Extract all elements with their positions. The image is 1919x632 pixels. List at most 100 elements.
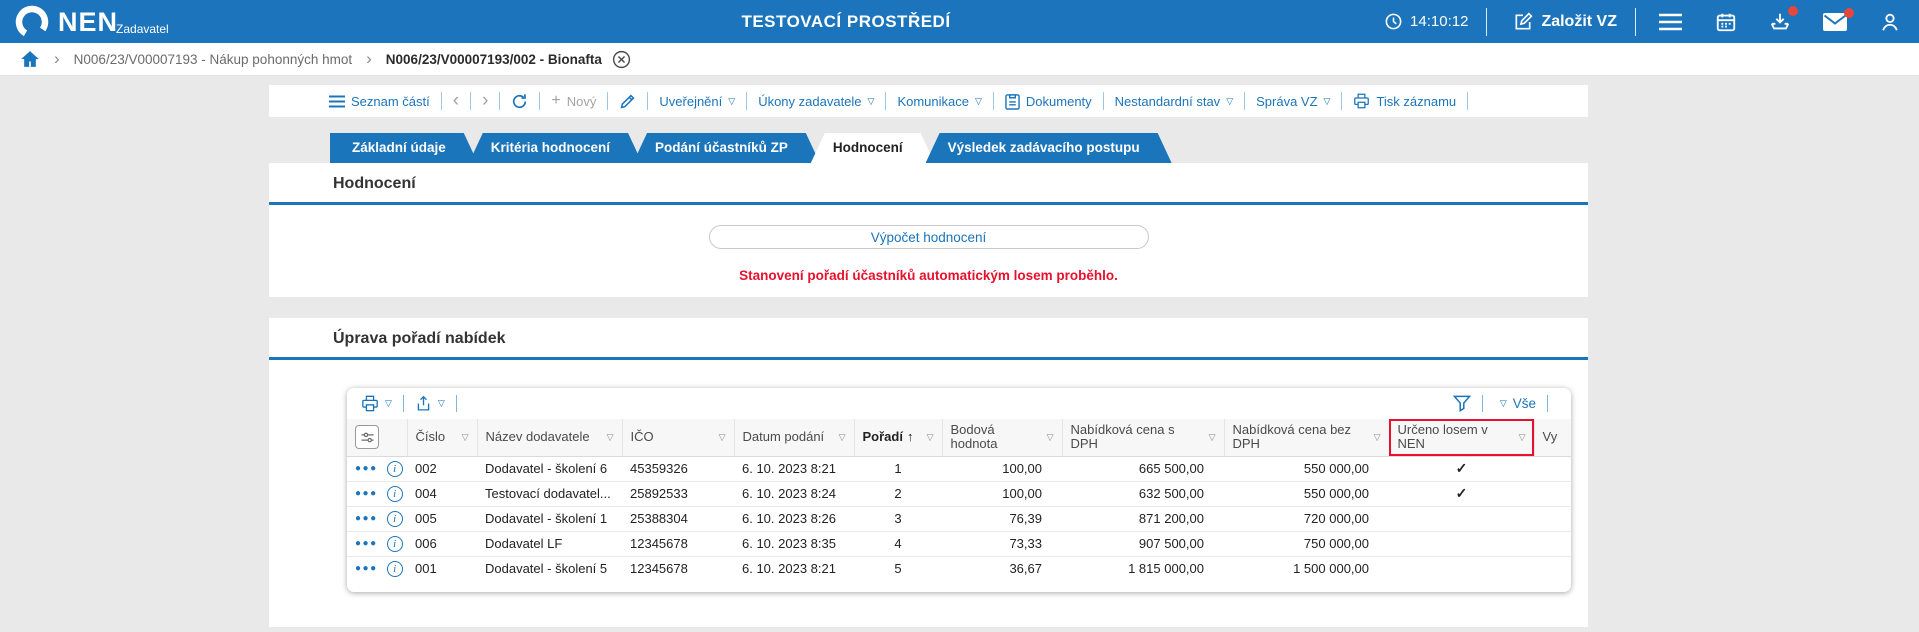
user-profile-button[interactable] — [1879, 11, 1901, 33]
col-header-urceno-losem[interactable]: Určeno losem v NEN ▽ — [1388, 419, 1534, 457]
filter-all-button[interactable]: Vše — [1512, 396, 1536, 411]
messages-button[interactable] — [1823, 7, 1854, 31]
nestandardni-stav-menu[interactable]: Nestandardní stav ▽ — [1115, 94, 1233, 109]
ukony-zadavatele-menu[interactable]: Úkony zadavatele ▽ — [758, 94, 874, 109]
caret-down-icon[interactable]: ▽ — [1046, 432, 1054, 443]
col-header-cena-bez-dph[interactable]: Nabídková cena bez DPH ▽ — [1223, 419, 1389, 457]
offers-grid: ▽ ▽ ▽ Vše — [347, 388, 1571, 592]
next-record-button[interactable]: › — [482, 90, 489, 111]
filter-icon[interactable] — [1452, 395, 1471, 412]
row-menu-icon[interactable]: ●●● — [355, 563, 378, 575]
komunikace-menu[interactable]: Komunikace ▽ — [897, 94, 981, 109]
breadcrumb-item-current[interactable]: N006/23/V00007193/002 - Bionafta — [385, 51, 602, 67]
divider — [885, 92, 887, 110]
sprava-vz-label: Správa VZ — [1256, 93, 1318, 109]
sprava-vz-menu[interactable]: Správa VZ ▽ — [1256, 94, 1330, 109]
inbox-download-button[interactable] — [1769, 5, 1798, 33]
menu-button[interactable] — [1658, 13, 1683, 31]
section-underline — [269, 357, 1588, 360]
close-record-icon[interactable] — [612, 50, 631, 69]
breadcrumb-separator-icon: › — [366, 49, 372, 68]
table-row[interactable]: ●●● i 005 Dodavatel - školení 1 25388304 6.… — [347, 505, 1571, 531]
uverejneni-menu[interactable]: Uveřejnění ▽ — [659, 94, 735, 109]
grid-export-button[interactable] — [415, 395, 432, 412]
row-menu-icon[interactable]: ●●● — [355, 488, 378, 499]
col-header-truncated[interactable]: Vy — [1533, 419, 1571, 457]
col-header-bodova-hodnota[interactable]: Bodová hodnota ▽ — [941, 419, 1062, 457]
table-row[interactable]: ●●● i 006 Dodavatel LF 12345678 6. 10. 2023… — [347, 530, 1571, 556]
divider — [470, 92, 472, 110]
prev-record-button[interactable]: ‹ — [452, 90, 460, 111]
clock-icon — [1384, 12, 1403, 31]
seznam-casti-button[interactable]: Seznam částí — [329, 94, 430, 109]
col-header-cena-s-dph[interactable]: Nabídková cena s DPH ▽ — [1061, 419, 1224, 457]
tab-vysledek[interactable]: Výsledek zadávacího postupu — [926, 133, 1172, 163]
row-menu-icon[interactable]: ●●● — [355, 538, 378, 549]
new-button[interactable]: + Nový — [551, 93, 597, 109]
row-info-icon[interactable]: i — [386, 535, 403, 552]
calendar-button[interactable] — [1715, 11, 1737, 33]
list-icon — [329, 95, 345, 108]
compute-evaluation-button[interactable]: Výpočet hodnocení — [708, 225, 1149, 249]
divider — [1547, 395, 1548, 412]
dokumenty-button[interactable]: Dokumenty — [1005, 93, 1092, 110]
caret-down-icon: ▽ — [1226, 95, 1234, 106]
tab-hodnoceni[interactable]: Hodnocení — [811, 133, 935, 163]
column-settings-icon[interactable] — [355, 425, 379, 450]
home-icon[interactable] — [20, 49, 40, 69]
create-vz-button[interactable]: Založit VZ — [1505, 11, 1617, 32]
row-menu-icon[interactable]: ●●● — [355, 463, 378, 474]
caret-down-icon[interactable]: ▽ — [1373, 432, 1381, 443]
logo-subtitle: Zadavatel — [116, 21, 169, 36]
caret-down-icon[interactable]: ▽ — [926, 432, 934, 443]
row-info-icon[interactable]: i — [386, 460, 403, 477]
refresh-button[interactable] — [511, 93, 528, 110]
grid-toolbar: ▽ ▽ ▽ Vše — [347, 388, 1571, 419]
offers-table: Číslo ▽ Název dodavatele ▽ IČO ▽ Datum podá… — [347, 419, 1571, 581]
row-menu-icon[interactable]: ●●● — [355, 513, 378, 524]
divider — [499, 92, 501, 110]
caret-down-icon[interactable]: ▽ — [606, 432, 614, 443]
breadcrumb: › N006/23/V00007193 - Nákup pohonných hm… — [0, 43, 1919, 76]
grid-print-button[interactable] — [361, 395, 379, 412]
tisk-zaznamu-button[interactable]: Tisk záznamu — [1353, 93, 1456, 109]
table-row[interactable]: ●●● i 002 Dodavatel - školení 6 45359326 6.… — [347, 456, 1571, 481]
edit-record-button[interactable] — [619, 93, 636, 110]
divider — [402, 395, 404, 412]
col-header-nazev-dodavatele[interactable]: Název dodavatele ▽ — [476, 419, 622, 457]
seznam-casti-label: Seznam částí — [351, 93, 430, 109]
caret-down-icon[interactable]: ▽ — [838, 432, 846, 443]
breadcrumb-item-parent[interactable]: N006/23/V00007193 - Nákup pohonných hmot — [73, 51, 353, 67]
nen-logo[interactable]: NEN Zadavatel — [0, 4, 169, 40]
col-header-poradi[interactable]: Pořadí ↑ ▽ — [853, 419, 942, 457]
row-info-icon[interactable]: i — [386, 485, 403, 502]
caret-down-icon: ▽ — [1323, 95, 1331, 106]
caret-down-icon[interactable]: ▽ — [1518, 432, 1526, 443]
logo-text: NEN — [58, 6, 119, 37]
caret-down-icon[interactable]: ▽ — [437, 398, 445, 408]
col-header-ico[interactable]: IČO ▽ — [621, 419, 734, 457]
caret-down-icon[interactable]: ▽ — [718, 432, 726, 443]
caret-down-icon[interactable]: ▽ — [461, 432, 469, 443]
table-row[interactable]: ●●● i 004 Testovací dodavatel... 25892533 6… — [347, 480, 1571, 506]
new-label: Nový — [566, 93, 597, 109]
printer-icon — [1353, 93, 1370, 109]
col-header-cislo[interactable]: Číslo ▽ — [406, 419, 477, 457]
row-info-icon[interactable]: i — [386, 560, 403, 577]
caret-down-icon[interactable]: ▽ — [1208, 432, 1216, 443]
caret-down-icon[interactable]: ▽ — [385, 398, 392, 408]
tab-zakladni-udaje[interactable]: Základní údaje — [330, 133, 478, 163]
row-info-icon[interactable]: i — [386, 510, 403, 527]
col-header-datum-podani[interactable]: Datum podání ▽ — [733, 419, 854, 457]
evaluation-panel: Hodnocení Výpočet hodnocení Stanovení po… — [269, 163, 1588, 297]
document-icon — [1005, 93, 1020, 110]
tab-podani-ucastniku[interactable]: Podání účastníků ZP — [633, 133, 820, 163]
divider — [1467, 92, 1469, 110]
caret-down-icon[interactable]: ▽ — [1499, 398, 1507, 408]
lottery-check-icon — [1389, 530, 1534, 556]
lottery-check-icon — [1389, 555, 1534, 581]
divider — [1481, 395, 1483, 412]
tab-kriteria-hodnoceni[interactable]: Kritéria hodnocení — [469, 133, 642, 163]
divider — [1635, 7, 1636, 36]
table-row[interactable]: ●●● i 001 Dodavatel - školení 5 12345678 6.… — [347, 555, 1571, 581]
